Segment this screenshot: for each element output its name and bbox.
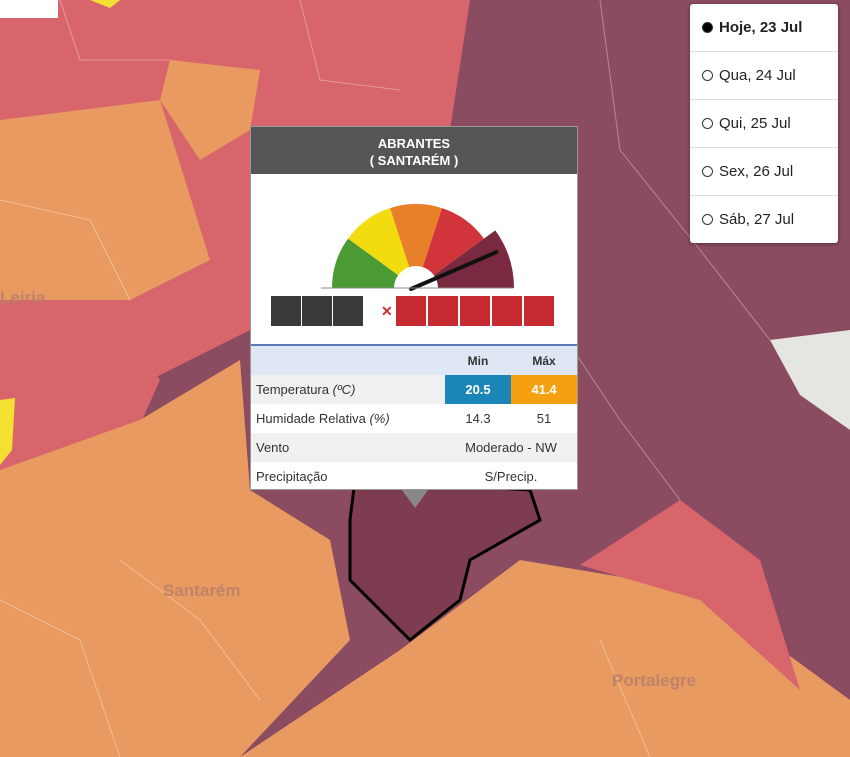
icon (460, 296, 490, 326)
gauge: ✕ (271, 204, 554, 326)
row-label-text: Temperatura (256, 382, 329, 397)
region (240, 560, 850, 757)
min-value: 14.3 (465, 411, 491, 426)
popup-title: ABRANTES (377, 136, 451, 151)
day-option[interactable]: Hoje, 23 Jul (690, 4, 838, 52)
icon (492, 296, 522, 326)
column-header: Min (467, 353, 489, 368)
value: S/Precip. (484, 469, 538, 484)
popup-pointer (402, 490, 428, 508)
row-unit: (ºC) (332, 382, 356, 397)
place-label: Santarém (163, 581, 240, 600)
gauge-segment (390, 204, 442, 268)
value: Moderado - NW (465, 440, 557, 455)
radio[interactable] (702, 22, 713, 33)
day-label: Sáb, 27 Jul (719, 211, 795, 228)
icon (302, 296, 332, 326)
table-row: Temperatura (ºC) 20.5 41.4 (251, 375, 577, 404)
day-label: Qui, 25 Jul (719, 115, 791, 132)
region (580, 500, 800, 690)
day-option[interactable]: Sex, 26 Jul (690, 148, 838, 196)
min-value: 20.5 (445, 375, 511, 404)
max-value: 51 (536, 411, 552, 426)
icon (396, 296, 426, 326)
gauge-segment (422, 208, 484, 276)
day-label: Qua, 24 Jul (719, 67, 796, 84)
table-header: Min Máx (251, 345, 577, 375)
region (90, 0, 120, 8)
radio[interactable] (702, 118, 713, 129)
weather-table: Min Máx Temperatura (ºC) 20.5 41.4 Humidade R… (251, 344, 577, 491)
selected-region[interactable] (348, 478, 542, 643)
popup-header: ABRANTES ( SANTARÉM ) (251, 127, 577, 174)
icon (333, 296, 363, 326)
radio[interactable] (702, 166, 713, 177)
region (0, 100, 210, 300)
row-unit: (%) (369, 411, 390, 426)
cell (251, 345, 445, 375)
popup: ABRANTES ( SANTARÉM ) ✕ Min Máx Temperatur… (250, 126, 578, 490)
day-label: Sex, 26 Jul (719, 163, 794, 180)
day-option[interactable]: Qui, 25 Jul (690, 100, 838, 148)
column-header: Máx (532, 353, 556, 368)
region (0, 0, 470, 420)
row-label: Temperatura (ºC) (251, 375, 445, 404)
radio[interactable] (702, 214, 713, 225)
gauge-needle (409, 250, 499, 291)
day-option[interactable]: Qua, 24 Jul (690, 52, 838, 100)
radio[interactable] (702, 70, 713, 81)
row-label-text: Humidade Relativa (256, 411, 366, 426)
gauge-segment (433, 230, 514, 288)
max-value: 41.4 (511, 375, 577, 404)
table-row: Precipitação S/Precip. (251, 462, 577, 491)
icon (524, 296, 554, 326)
place-label: Portalegre (612, 671, 696, 690)
day-label: Hoje, 23 Jul (719, 19, 803, 36)
gauge-segment (348, 208, 410, 276)
gauge-segment (332, 238, 399, 288)
row-label: Humidade Relativa (%) (251, 404, 445, 433)
region (160, 60, 260, 160)
table-row: Humidade Relativa (%) 14.3 51 (251, 404, 577, 433)
region (0, 360, 350, 757)
region (0, 398, 15, 465)
table-row: Vento Moderado - NW (251, 433, 577, 462)
borders (0, 0, 771, 757)
day-selector: Hoje, 23 Jul Qua, 24 Jul Qui, 25 Jul Sex, 2… (690, 4, 838, 243)
popup-subtitle: ( SANTARÉM ) (369, 153, 459, 168)
row-label: Vento (251, 433, 445, 462)
icon (428, 296, 458, 326)
row-label-text: Precipitação (256, 469, 328, 484)
icon: ✕ (381, 303, 393, 319)
row-label-text: Vento (256, 440, 290, 455)
row-label: Precipitação (251, 462, 445, 491)
day-option[interactable]: Sáb, 27 Jul (690, 196, 838, 243)
region (0, 0, 58, 18)
icon (271, 296, 301, 326)
place-label: Leiria (0, 288, 46, 307)
region (770, 330, 850, 430)
